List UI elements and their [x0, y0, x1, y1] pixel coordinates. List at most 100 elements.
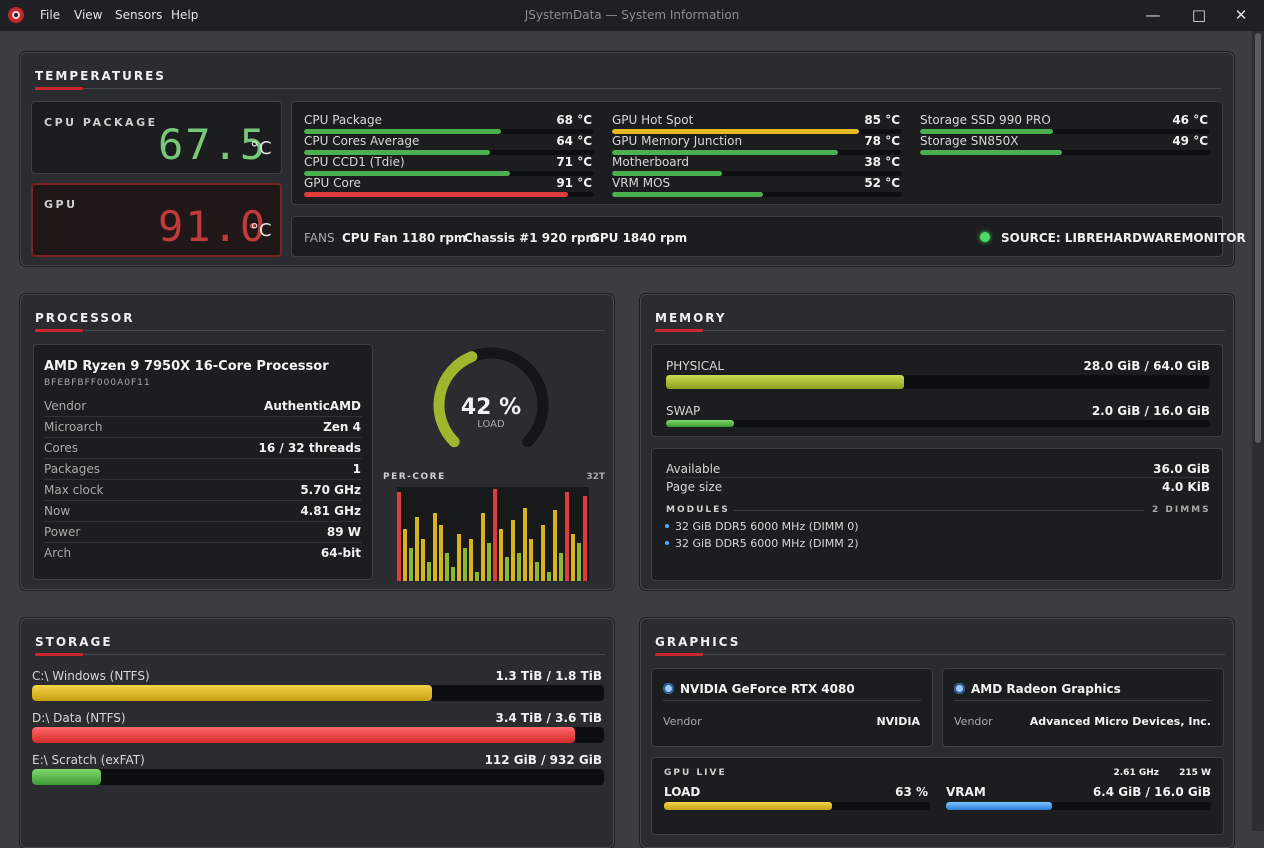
gpu-live-label: GPU LIVE — [664, 768, 727, 778]
cpu-load-value: 42 % — [460, 395, 522, 420]
core-load-bar — [463, 548, 467, 581]
sensor-label: CPU Package — [304, 113, 382, 127]
sensor-bar-fill — [612, 171, 723, 176]
sensor-bar-fill — [304, 150, 490, 155]
core-load-bar — [451, 567, 455, 581]
core-load-bar — [439, 525, 443, 581]
gpu-card-nvidia[interactable]: NVIDIA GeForce RTX 4080 Vendor NVIDIA — [651, 668, 933, 747]
drive-usage-bar — [32, 727, 604, 743]
row-divider — [44, 500, 362, 501]
modules-count: 2 DIMMS — [1152, 505, 1211, 515]
per-core-label: PER-CORE — [383, 472, 446, 482]
drive-usage-bar-fill — [32, 727, 576, 743]
storage-title: STORAGE — [35, 635, 113, 649]
sensor-label: GPU Core — [304, 176, 361, 190]
cpu-spec-label: Power — [44, 525, 81, 539]
sensor-label: VRM MOS — [612, 176, 671, 190]
fans-label: FANS — [304, 231, 335, 245]
gpu-temp-value: 91.0 — [158, 202, 268, 251]
vram-label: VRAM — [946, 785, 986, 799]
cpu-package-readout: CPU PACKAGE 67.5 °C — [31, 101, 282, 174]
core-load-bar — [505, 557, 509, 581]
available-label: Available — [666, 462, 721, 476]
drive-name: D:\ Data (NTFS) — [32, 711, 126, 725]
cpu-id: BFEBFBFF000A0F11 — [44, 378, 151, 388]
core-load-bar — [481, 513, 485, 581]
fan-gpu: GPU 1840 rpm — [590, 231, 688, 245]
core-load-bar — [559, 553, 563, 581]
core-load-bar — [403, 529, 407, 581]
sensor-label: GPU Hot Spot — [612, 113, 694, 127]
cpu-spec-value: Zen 4 — [323, 420, 361, 434]
cpu-spec-value: 64-bit — [320, 546, 361, 560]
scrollbar-thumb[interactable] — [1255, 33, 1261, 443]
gpu-select-radio-icon[interactable] — [954, 683, 965, 694]
sensor-bar — [304, 129, 594, 134]
fan-chassis: Chassis #1 920 rpm — [464, 231, 598, 245]
drive-usage-bar-fill — [32, 685, 433, 701]
row-divider — [44, 479, 362, 480]
sensor-bar-fill — [304, 192, 568, 197]
core-load-bar — [535, 562, 539, 581]
gpu-power-value: 215 W — [1179, 768, 1211, 778]
drive-usage-value: 3.4 TiB / 3.6 TiB — [495, 711, 603, 725]
gpu-temp-label: GPU — [44, 198, 78, 211]
vertical-scrollbar[interactable] — [1252, 31, 1264, 831]
sensor-value: 85 °C — [864, 113, 900, 127]
drive-usage-value: 112 GiB / 932 GiB — [484, 753, 602, 767]
core-load-bar — [577, 543, 581, 581]
module-item: 32 GiB DDR5 6000 MHz (DIMM 0) — [675, 520, 859, 533]
maximize-button[interactable]: □ — [1191, 6, 1207, 24]
sensor-value: 78 °C — [864, 134, 900, 148]
memory-card: MEMORY PHYSICAL 28.0 GiB / 64.0 GiB SWAP… — [640, 294, 1234, 590]
core-load-bar — [427, 562, 431, 581]
sensor-list-panel: CPU Package 68 °C CPU Cores Average 64 °C CP… — [291, 101, 1223, 205]
gpu-card-amd[interactable]: AMD Radeon Graphics Vendor Advanced Micr… — [942, 668, 1224, 747]
module-item: 32 GiB DDR5 6000 MHz (DIMM 2) — [675, 537, 859, 550]
sensor-bar — [920, 129, 1210, 134]
close-button[interactable]: ✕ — [1234, 6, 1248, 24]
menu-file[interactable]: File — [40, 8, 61, 22]
physical-label: PHYSICAL — [666, 359, 725, 373]
sensor-bar — [612, 150, 902, 155]
core-load-bar — [493, 489, 497, 581]
core-load-bar — [511, 520, 515, 581]
sensor-bar — [612, 192, 902, 197]
drive-name: C:\ Windows (NTFS) — [32, 669, 150, 683]
app-logo-icon — [8, 7, 24, 23]
sensor-bar — [304, 150, 594, 155]
minimize-button[interactable]: — — [1145, 6, 1161, 24]
memory-title: MEMORY — [655, 311, 727, 325]
core-load-bar — [541, 525, 545, 581]
sensor-value: 71 °C — [556, 155, 592, 169]
source-label: SOURCE: LIBREHARDWAREMONITOR — [1001, 231, 1246, 245]
available-value: 36.0 GiB — [1153, 462, 1210, 476]
module-bullet-icon — [665, 541, 669, 545]
cpu-spec-value: AuthenticAMD — [264, 399, 361, 413]
physical-value: 28.0 GiB / 64.0 GiB — [1083, 359, 1210, 373]
title-accent — [35, 329, 83, 332]
gpu-select-radio-icon[interactable] — [663, 683, 674, 694]
sensor-bar — [612, 129, 902, 134]
gpu-clock-value: 2.61 GHz — [1113, 768, 1160, 778]
core-load-bar — [445, 553, 449, 581]
cpu-spec-value: 89 W — [326, 525, 361, 539]
modules-divider — [734, 510, 1144, 511]
cpu-spec-label: Microarch — [44, 420, 103, 434]
core-load-bar — [433, 513, 437, 581]
row-divider — [663, 700, 921, 701]
menu-view[interactable]: View — [74, 8, 103, 22]
cpu-spec-label: Packages — [44, 462, 100, 476]
gpu-temp-readout: GPU 91.0 °C — [31, 183, 282, 257]
per-core-chart — [397, 487, 589, 581]
sensor-label: Storage SN850X — [920, 134, 1019, 148]
cpu-spec-label: Now — [44, 504, 71, 518]
menu-help[interactable]: Help — [171, 8, 199, 22]
gpu-live-panel: GPU LIVE 2.61 GHz 215 W LOAD 63 % VRAM 6… — [651, 757, 1224, 835]
menu-sensors[interactable]: Sensors — [115, 8, 163, 22]
sensor-label: Motherboard — [612, 155, 689, 169]
title-divider — [655, 654, 1225, 655]
cpu-spec-value: 16 / 32 threads — [258, 441, 361, 455]
core-load-bar — [499, 529, 503, 581]
sensor-bar — [304, 192, 594, 197]
